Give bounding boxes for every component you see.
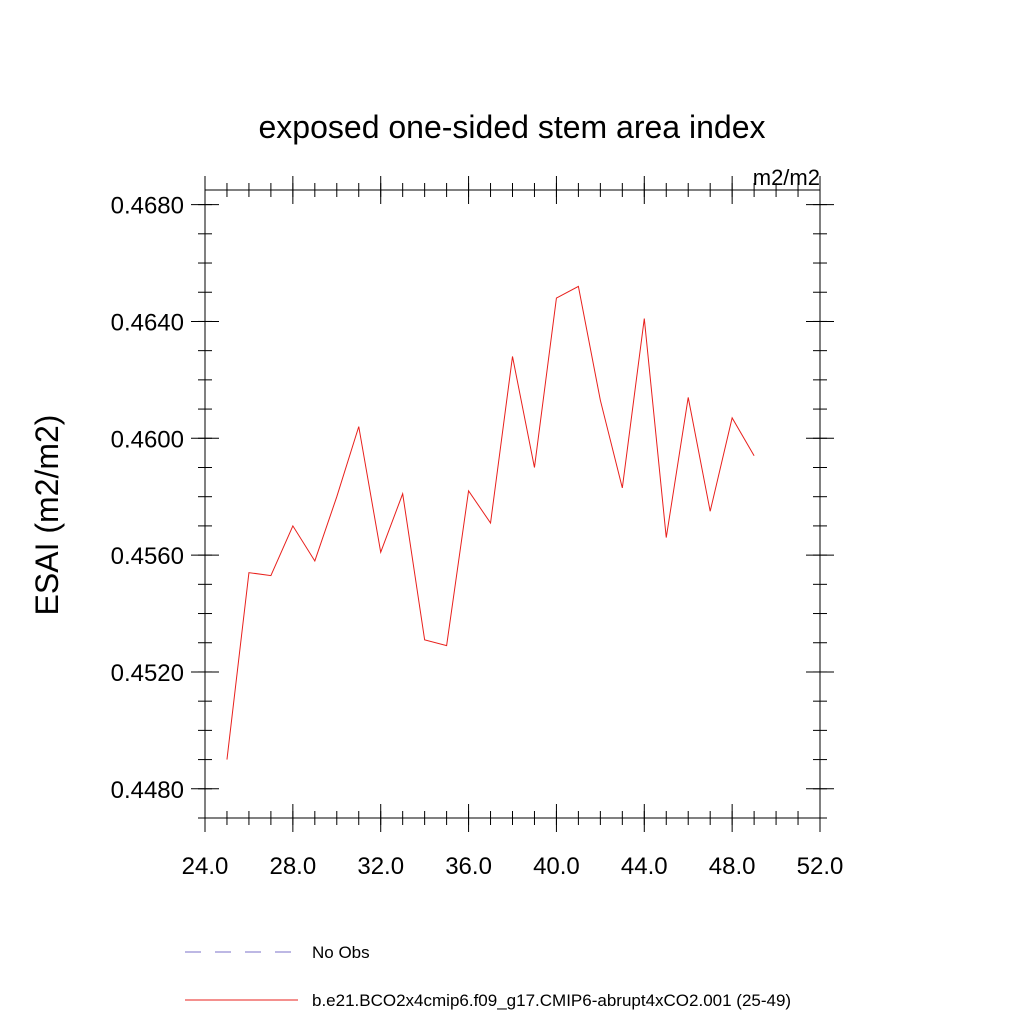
y-tick-label: 0.4480 bbox=[111, 777, 184, 804]
units-label: m2/m2 bbox=[753, 165, 820, 190]
legend-label: No Obs bbox=[312, 943, 370, 962]
x-tick-label: 40.0 bbox=[533, 853, 580, 880]
legend: No Obs b.e21.BCO2x4cmip6.f09_g17.CMIP6-ab… bbox=[185, 943, 791, 1010]
y-tick-label: 0.4560 bbox=[111, 543, 184, 570]
y-tick-label: 0.4600 bbox=[111, 426, 184, 453]
x-tick-label: 48.0 bbox=[709, 853, 756, 880]
x-tick-labels: 24.0 28.0 32.0 36.0 40.0 44.0 48.0 52.0 bbox=[182, 853, 844, 880]
series-line bbox=[226, 285, 755, 760]
x-tick-label: 32.0 bbox=[357, 853, 404, 880]
y-tick-labels: 0.4480 0.4520 0.4560 0.4600 0.4640 0.4680 bbox=[111, 193, 184, 804]
series-layer bbox=[226, 285, 755, 760]
chart-title: exposed one-sided stem area index bbox=[259, 109, 766, 145]
major-ticks bbox=[191, 176, 834, 832]
x-tick-label: 28.0 bbox=[269, 853, 316, 880]
minor-ticks bbox=[198, 183, 827, 825]
y-tick-label: 0.4520 bbox=[111, 660, 184, 687]
y-axis-label: ESAI (m2/m2) bbox=[29, 415, 65, 616]
x-tick-label: 52.0 bbox=[797, 853, 844, 880]
y-tick-label: 0.4640 bbox=[111, 309, 184, 336]
y-tick-label: 0.4680 bbox=[111, 193, 184, 220]
x-tick-label: 36.0 bbox=[445, 853, 492, 880]
x-tick-label: 24.0 bbox=[182, 853, 229, 880]
legend-label: b.e21.BCO2x4cmip6.f09_g17.CMIP6-abrupt4x… bbox=[312, 991, 791, 1010]
x-tick-label: 44.0 bbox=[621, 853, 668, 880]
plot-frame bbox=[204, 189, 821, 819]
